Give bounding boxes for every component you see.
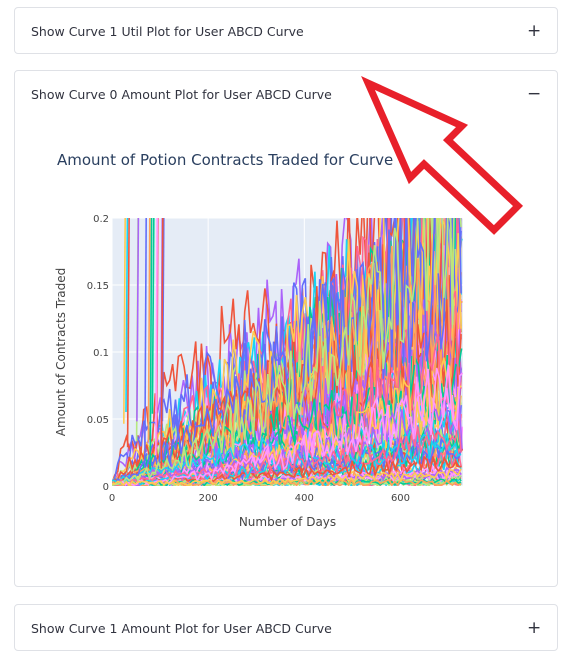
series-line — [155, 218, 158, 456]
expander-header-curve1-amount[interactable]: Show Curve 1 Amount Plot for User ABCD C… — [15, 605, 557, 651]
series-line — [112, 479, 462, 486]
series-line — [149, 218, 153, 470]
series-line — [125, 218, 129, 413]
series-line — [161, 218, 165, 422]
expander-curve0-amount: Show Curve 0 Amount Plot for User ABCD C… — [14, 70, 558, 587]
series-line — [112, 420, 462, 486]
series-line — [136, 218, 140, 422]
expander-header-curve0-amount[interactable]: Show Curve 0 Amount Plot for User ABCD C… — [15, 71, 557, 117]
series-line — [144, 218, 147, 468]
series-group — [112, 218, 463, 486]
x-tick-label: 600 — [391, 493, 410, 504]
series-line — [112, 468, 462, 486]
series-line — [121, 364, 463, 486]
y-tick-label: 0 — [103, 482, 109, 493]
x-tick-label: 0 — [109, 493, 115, 504]
expander-curve1-amount: Show Curve 1 Amount Plot for User ABCD C… — [14, 604, 558, 651]
y-tick-label: 0.2 — [93, 214, 109, 225]
expander-header-curve1-util[interactable]: Show Curve 1 Util Plot for User ABCD Cur… — [15, 8, 557, 54]
y-axis-label: Amount of Contracts Traded — [54, 268, 68, 437]
series-line — [126, 218, 130, 448]
x-tick-label: 400 — [295, 493, 314, 504]
series-line — [160, 218, 164, 469]
minus-icon[interactable]: − — [527, 83, 542, 104]
x-tick-label: 200 — [199, 493, 218, 504]
plus-icon[interactable]: + — [527, 617, 542, 638]
expander-title: Show Curve 1 Amount Plot for User ABCD C… — [31, 620, 332, 636]
series-line — [151, 218, 155, 414]
series-line — [112, 218, 462, 486]
plus-icon[interactable]: + — [527, 20, 542, 41]
expander-title: Show Curve 1 Util Plot for User ABCD Cur… — [31, 23, 304, 39]
series-line — [123, 218, 126, 424]
series-line — [147, 218, 151, 443]
series-line — [112, 218, 462, 486]
y-tick-label: 0.05 — [87, 415, 109, 426]
expander-curve1-util: Show Curve 1 Util Plot for User ABCD Cur… — [14, 7, 558, 54]
y-tick-label: 0.1 — [93, 348, 109, 359]
x-axis-label: Number of Days — [239, 515, 336, 529]
series-line — [112, 357, 462, 486]
line-chart[interactable]: 0 200 400 600 0 0.05 0.1 0.15 0.2 Number of Days A… — [15, 71, 557, 586]
chart-title: Amount of Potion Contracts Traded for Cu… — [57, 151, 408, 169]
y-tick-label: 0.15 — [87, 281, 109, 292]
expander-title: Show Curve 0 Amount Plot for User ABCD C… — [31, 86, 332, 102]
